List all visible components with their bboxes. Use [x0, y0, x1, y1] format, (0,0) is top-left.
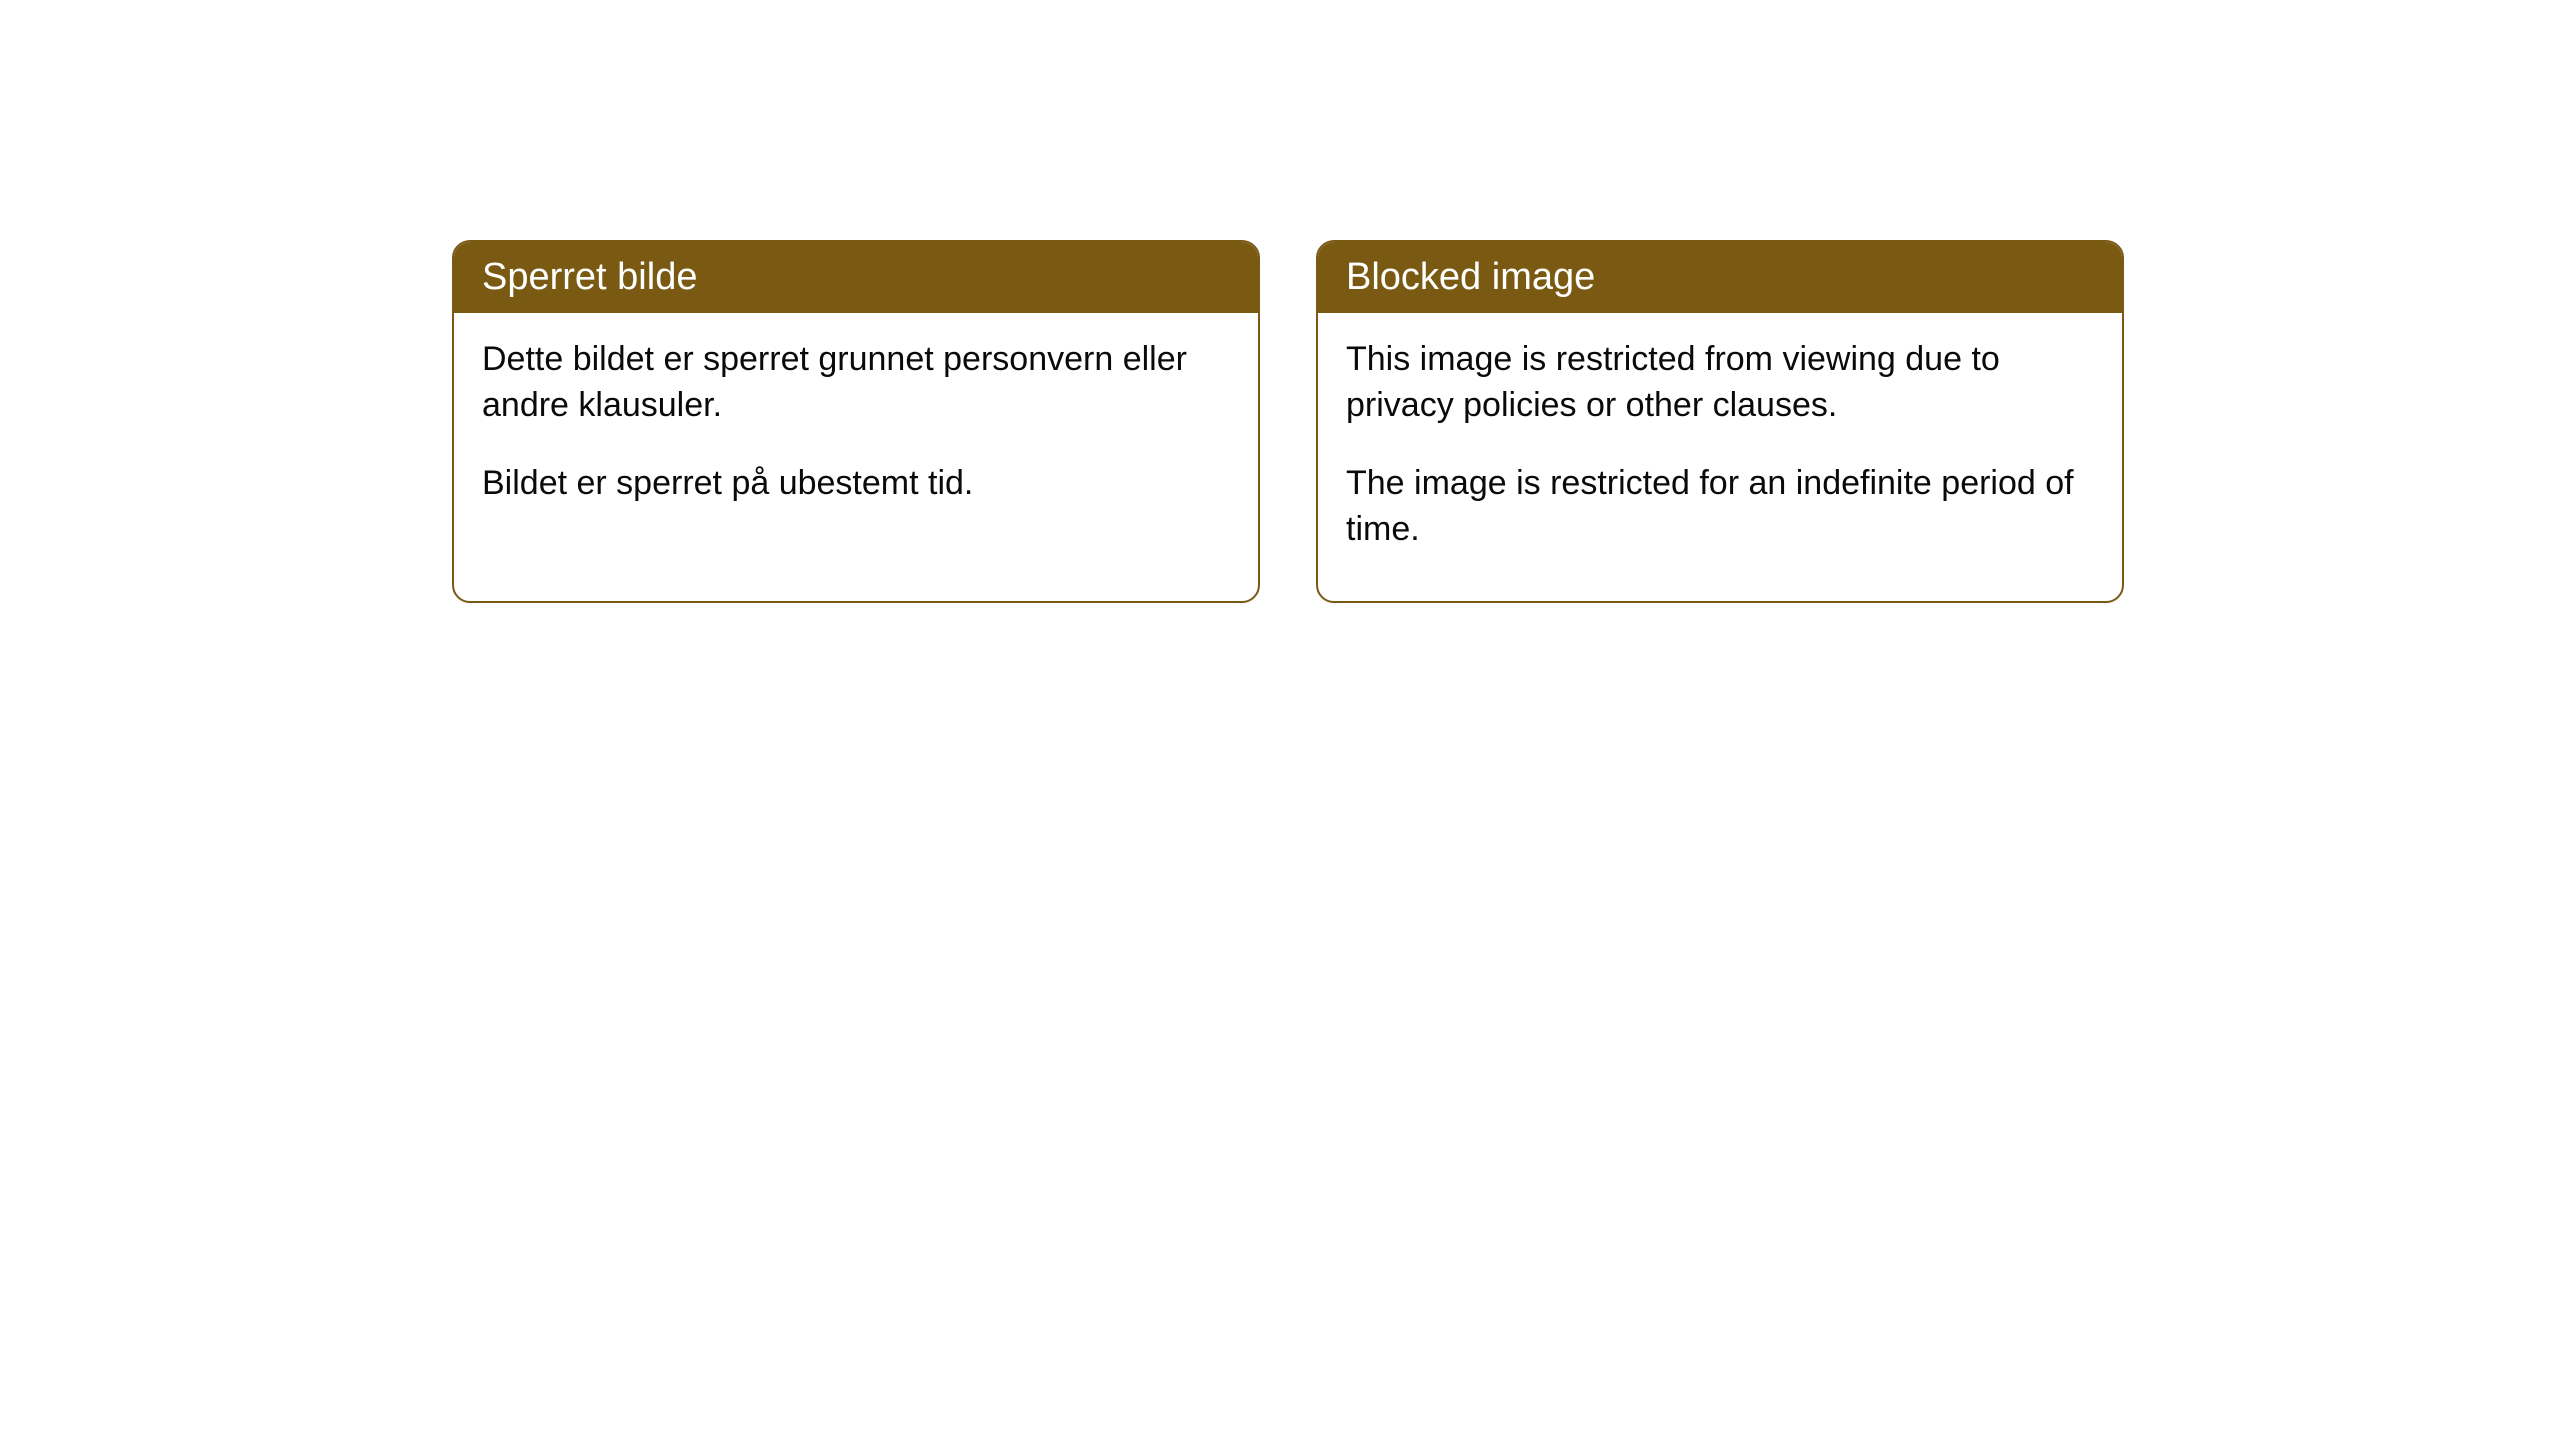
- card-paragraph: Dette bildet er sperret grunnet personve…: [482, 337, 1230, 429]
- card-title: Sperret bilde: [482, 256, 697, 298]
- card-body: Dette bildet er sperret grunnet personve…: [454, 313, 1258, 555]
- notice-cards-container: Sperret bilde Dette bildet er sperret gr…: [452, 240, 2124, 603]
- card-paragraph: This image is restricted from viewing du…: [1346, 337, 2094, 429]
- blocked-image-card-norwegian: Sperret bilde Dette bildet er sperret gr…: [452, 240, 1260, 603]
- card-body: This image is restricted from viewing du…: [1318, 313, 2122, 601]
- card-header: Sperret bilde: [454, 242, 1258, 313]
- card-title: Blocked image: [1346, 256, 1595, 298]
- card-paragraph: The image is restricted for an indefinit…: [1346, 461, 2094, 553]
- card-header: Blocked image: [1318, 242, 2122, 313]
- card-paragraph: Bildet er sperret på ubestemt tid.: [482, 461, 1230, 507]
- blocked-image-card-english: Blocked image This image is restricted f…: [1316, 240, 2124, 603]
